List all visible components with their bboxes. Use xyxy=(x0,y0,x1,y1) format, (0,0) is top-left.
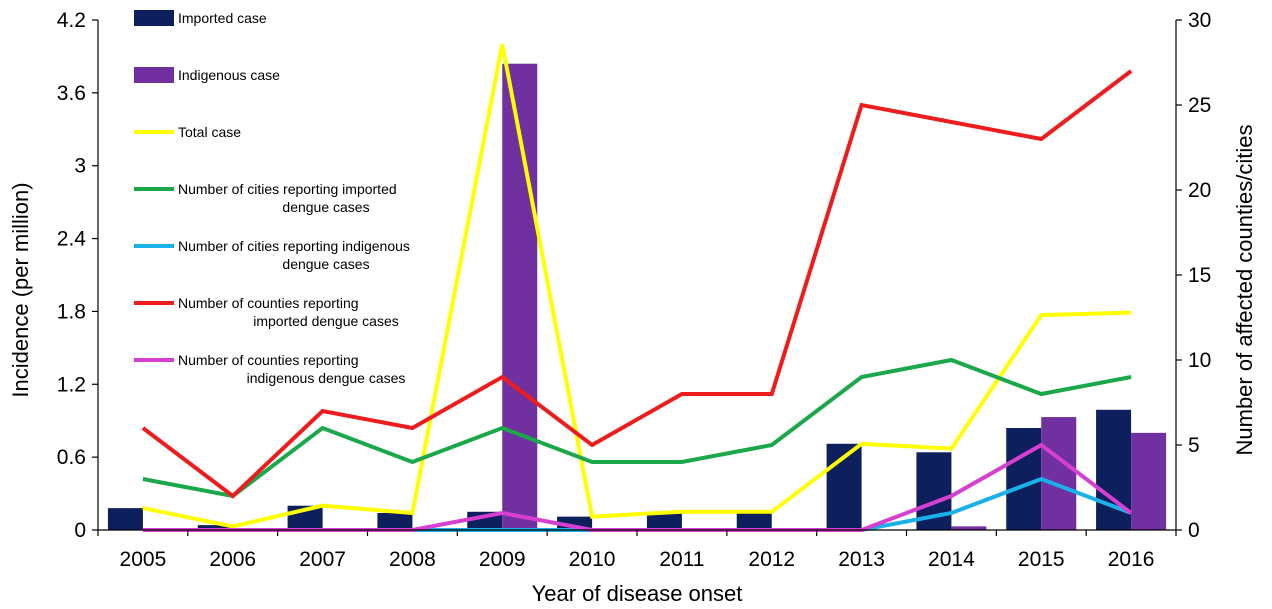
line-counties-imported xyxy=(141,69,1133,499)
y-tick-label: 3 xyxy=(74,155,86,178)
y-tick-label: 0 xyxy=(74,519,86,542)
legend-label-4: Number of cities reporting indigenous xyxy=(178,238,410,254)
line-total-case xyxy=(142,43,1132,529)
bar-imported-2012 xyxy=(736,511,772,530)
y-tick-label: 0.6 xyxy=(57,446,86,469)
legend: Imported case Indigenous case Total case Nu… xyxy=(134,10,410,386)
y-tick-label: 1.2 xyxy=(57,373,86,396)
legend-label-3: Number of cities reporting imported xyxy=(178,181,397,197)
y2-tick-label: 30 xyxy=(1188,9,1211,32)
x-tick-label-2012: 2012 xyxy=(748,548,795,571)
legend-label-6-cont: indigenous dengue cases xyxy=(247,370,406,386)
y2-tick-label: 25 xyxy=(1188,94,1211,117)
x-tick-label-2005: 2005 xyxy=(120,548,167,571)
legend-label-5: Number of counties reporting xyxy=(178,295,359,311)
bar-indigenous-2015 xyxy=(1041,417,1077,530)
lines-layer xyxy=(141,43,1133,532)
legend-swatch-1 xyxy=(134,67,174,83)
y-tick-label: 4.2 xyxy=(57,9,86,32)
legend-swatch-0 xyxy=(134,10,174,26)
bar-imported-2011 xyxy=(646,511,682,530)
y2-tick-label: 20 xyxy=(1188,179,1211,202)
y2-axis-title: Number of affected counties/cities xyxy=(1232,125,1257,456)
y-tick-label: 1.8 xyxy=(57,300,86,323)
y2-tick-label: 15 xyxy=(1188,264,1211,287)
legend-label-4-cont: dengue cases xyxy=(282,256,369,272)
bar-imported-2015 xyxy=(1006,428,1042,530)
bars-layer xyxy=(107,63,1167,530)
x-tick-label-2015: 2015 xyxy=(1018,548,1065,571)
x-tick-label-2010: 2010 xyxy=(569,548,616,571)
y-tick-label: 3.6 xyxy=(57,82,86,105)
bar-indigenous-2016 xyxy=(1131,432,1167,530)
x-tick-label-2011: 2011 xyxy=(659,548,704,571)
x-tick-label-2008: 2008 xyxy=(389,548,436,571)
legend-label-6: Number of counties reporting xyxy=(178,352,359,368)
x-axis-title: Year of disease onset xyxy=(532,581,743,606)
legend-label-3-cont: dengue cases xyxy=(282,199,369,215)
x-tick-label-2006: 2006 xyxy=(209,548,256,571)
legend-label-1: Indigenous case xyxy=(178,67,280,83)
legend-label-0: Imported case xyxy=(178,10,267,26)
y-tick-label: 2.4 xyxy=(57,228,87,251)
y2-tick-label: 5 xyxy=(1188,434,1200,457)
bar-indigenous-2014 xyxy=(951,526,987,530)
axes-layer: 0 0.6 1.2 1.8 2.4 3 3.6 4.2 0 5 10 15 20 25 30 2005 2006… xyxy=(57,9,1212,571)
line-cities-imported xyxy=(142,357,1132,499)
y2-tick-label: 10 xyxy=(1188,349,1211,372)
x-tick-label-2009: 2009 xyxy=(479,548,526,571)
y-axis-title: Incidence (per million) xyxy=(8,182,33,397)
x-tick-label-2013: 2013 xyxy=(838,548,885,571)
bar-imported-2006 xyxy=(197,525,233,530)
y2-tick-label: 0 xyxy=(1188,519,1200,542)
bar-imported-2005 xyxy=(107,508,143,530)
x-tick-label-2016: 2016 xyxy=(1108,548,1155,571)
legend-label-2: Total case xyxy=(178,124,241,140)
bar-imported-2008 xyxy=(377,513,413,530)
legend-label-5-cont: imported dengue cases xyxy=(253,313,399,329)
x-tick-label-2007: 2007 xyxy=(299,548,346,571)
x-tick-label-2014: 2014 xyxy=(928,548,975,571)
